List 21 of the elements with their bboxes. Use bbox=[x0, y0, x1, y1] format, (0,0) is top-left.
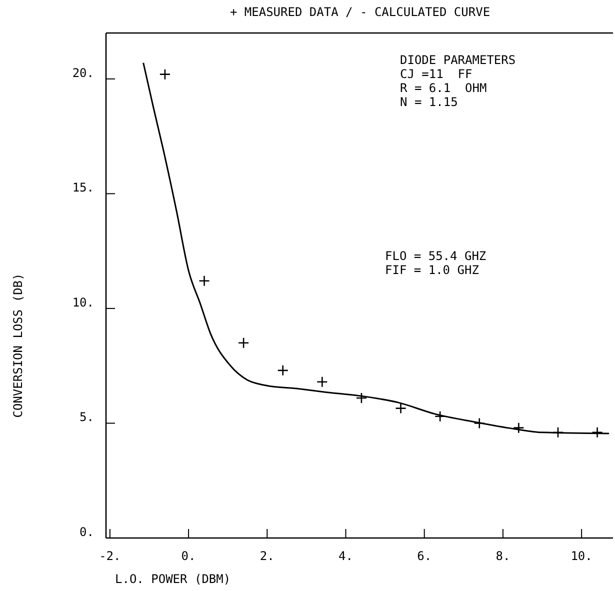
y-tick-label: 20. bbox=[72, 66, 94, 80]
annotation: CJ =11 FF bbox=[400, 67, 472, 81]
y-tick-label: 10. bbox=[72, 295, 94, 310]
y-tick-label: 0. bbox=[80, 525, 94, 539]
x-tick-label: 4. bbox=[338, 549, 353, 563]
annotation: DIODE PARAMETERS bbox=[400, 53, 516, 67]
y-tick-label: 5. bbox=[80, 410, 94, 424]
y-axis-title: CONVERSION LOSS (DB) bbox=[11, 273, 25, 418]
chart-title: + MEASURED DATA / - CALCULATED CURVE bbox=[230, 5, 490, 19]
annotation: FLO = 55.4 GHZ bbox=[385, 249, 486, 263]
x-tick-label: -2. bbox=[99, 549, 121, 563]
x-tick-label: 0. bbox=[181, 549, 196, 563]
y-tick-label: 15. bbox=[72, 180, 94, 195]
x-tick-label: 8. bbox=[496, 549, 510, 563]
annotation: R = 6.1 OHM bbox=[400, 81, 487, 95]
annotation: N = 1.15 bbox=[400, 95, 458, 109]
x-tick-label: 10. bbox=[570, 549, 592, 563]
x-axis-title: L.O. POWER (DBM) bbox=[115, 572, 231, 586]
annotation: FIF = 1.0 GHZ bbox=[385, 263, 479, 277]
x-tick-label: 2. bbox=[260, 549, 274, 563]
x-tick-label: 6. bbox=[417, 549, 432, 563]
